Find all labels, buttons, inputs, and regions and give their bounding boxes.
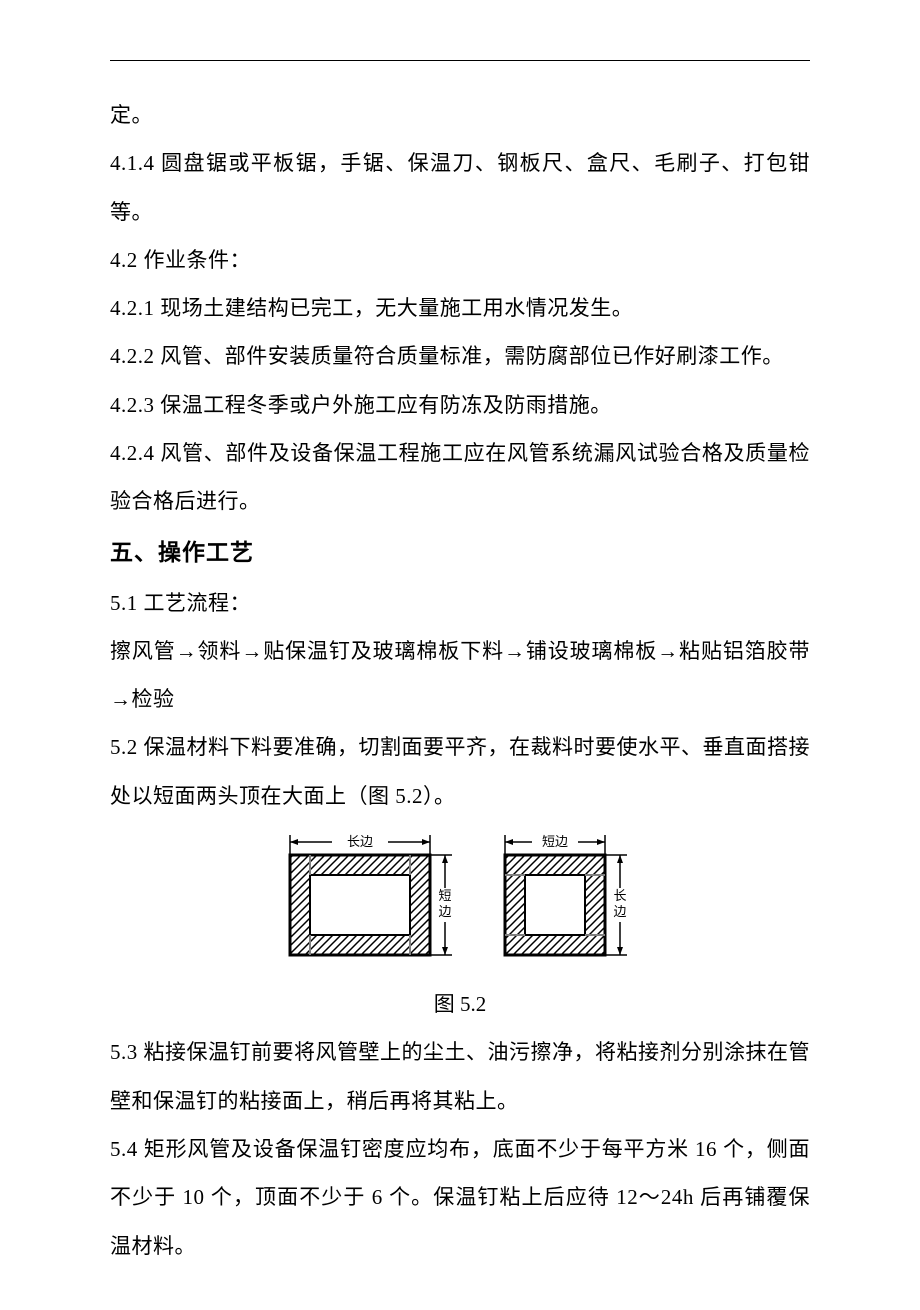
label-long-side-right-1: 长	[613, 888, 626, 903]
label-short-side-left-1: 短	[438, 888, 451, 903]
heading-5: 五、操作工艺	[110, 526, 810, 579]
paragraph-4-2-4: 4.2.4 风管、部件及设备保温工程施工应在风管系统漏风试验合格及质量检验合格后…	[110, 429, 810, 526]
label-long-side-right-2: 边	[613, 904, 626, 919]
paragraph-5-4: 5.4 矩形风管及设备保温钉密度应均布，底面不少于每平方米 16 个，侧面不少于…	[110, 1125, 810, 1270]
paragraph-4-2: 4.2 作业条件：	[110, 236, 810, 284]
top-divider	[110, 60, 810, 61]
figure-5-2-caption: 图 5.2	[110, 980, 810, 1028]
label-short-side-left-2: 边	[438, 904, 451, 919]
paragraph-4-1-3-cont: 定。	[110, 91, 810, 139]
paragraph-4-1-4: 4.1.4 圆盘锯或平板锯，手锯、保温刀、钢板尺、盒尺、毛刷子、打包钳等。	[110, 139, 810, 236]
paragraph-4-2-1: 4.2.1 现场土建结构已完工，无大量施工用水情况发生。	[110, 284, 810, 332]
figure-5-2-svg: 长边 短 边 短边 长	[270, 830, 650, 970]
label-short-side-right: 短边	[542, 834, 568, 849]
paragraph-4-2-2: 4.2.2 风管、部件安装质量符合质量标准，需防腐部位已作好刷漆工作。	[110, 332, 810, 380]
paragraph-5-2: 5.2 保温材料下料要准确，切割面要平齐，在裁料时要使水平、垂直面搭接处以短面两…	[110, 723, 810, 820]
paragraph-5-1-flow: 擦风管→领料→贴保温钉及玻璃棉板下料→铺设玻璃棉板→粘贴铝箔胶带→检验	[110, 627, 810, 724]
paragraph-5-1: 5.1 工艺流程：	[110, 579, 810, 627]
paragraph-4-2-3: 4.2.3 保温工程冬季或户外施工应有防冻及防雨措施。	[110, 381, 810, 429]
figure-5-2: 长边 短 边 短边 长	[110, 830, 810, 975]
paragraph-5-3: 5.3 粘接保温钉前要将风管壁上的尘土、油污擦净，将粘接剂分别涂抹在管壁和保温钉…	[110, 1028, 810, 1125]
label-long-side-left: 长边	[347, 834, 373, 849]
